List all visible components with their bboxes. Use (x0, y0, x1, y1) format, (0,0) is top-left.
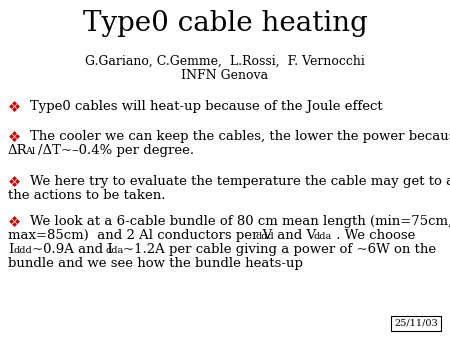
Text: dda: dda (105, 246, 123, 255)
Text: ddd: ddd (14, 246, 33, 255)
Text: ~1.2A per cable giving a power of ~6W on the: ~1.2A per cable giving a power of ~6W on… (123, 243, 436, 256)
Text: the actions to be taken.: the actions to be taken. (8, 189, 166, 202)
Text: dda: dda (314, 232, 332, 241)
Text: ~0.9A and I: ~0.9A and I (32, 243, 113, 256)
Text: We here try to evaluate the temperature the cable may get to and: We here try to evaluate the temperature … (30, 175, 450, 188)
Text: ❖: ❖ (8, 215, 21, 230)
Text: . We choose: . We choose (332, 229, 415, 242)
Text: G.Gariano, C.Gemme,  L.Rossi,  F. Vernocchi: G.Gariano, C.Gemme, L.Rossi, F. Vernocch… (85, 55, 365, 68)
Text: max=85cm)  and 2 Al conductors per V: max=85cm) and 2 Al conductors per V (8, 229, 272, 242)
Text: 25/11/03: 25/11/03 (394, 319, 438, 328)
Text: Type0 cable heating: Type0 cable heating (82, 10, 368, 37)
Text: and V: and V (273, 229, 316, 242)
Text: We look at a 6-cable bundle of 80 cm mean length (min=75cm,: We look at a 6-cable bundle of 80 cm mea… (30, 215, 450, 228)
Text: ❖: ❖ (8, 130, 21, 145)
Text: Al: Al (25, 147, 35, 156)
Text: ddd: ddd (255, 232, 274, 241)
Text: I: I (8, 243, 14, 256)
Text: /ΔT~–0.4% per degree.: /ΔT~–0.4% per degree. (38, 144, 194, 157)
Text: ❖: ❖ (8, 175, 21, 190)
Text: INFN Genova: INFN Genova (181, 69, 269, 82)
Text: The cooler we can keep the cables, the lower the power because: The cooler we can keep the cables, the l… (30, 130, 450, 143)
Text: Type0 cables will heat-up because of the Joule effect: Type0 cables will heat-up because of the… (30, 100, 382, 113)
Text: ❖: ❖ (8, 100, 21, 115)
Text: ΔR: ΔR (8, 144, 27, 157)
Text: bundle and we see how the bundle heats-up: bundle and we see how the bundle heats-u… (8, 257, 303, 270)
